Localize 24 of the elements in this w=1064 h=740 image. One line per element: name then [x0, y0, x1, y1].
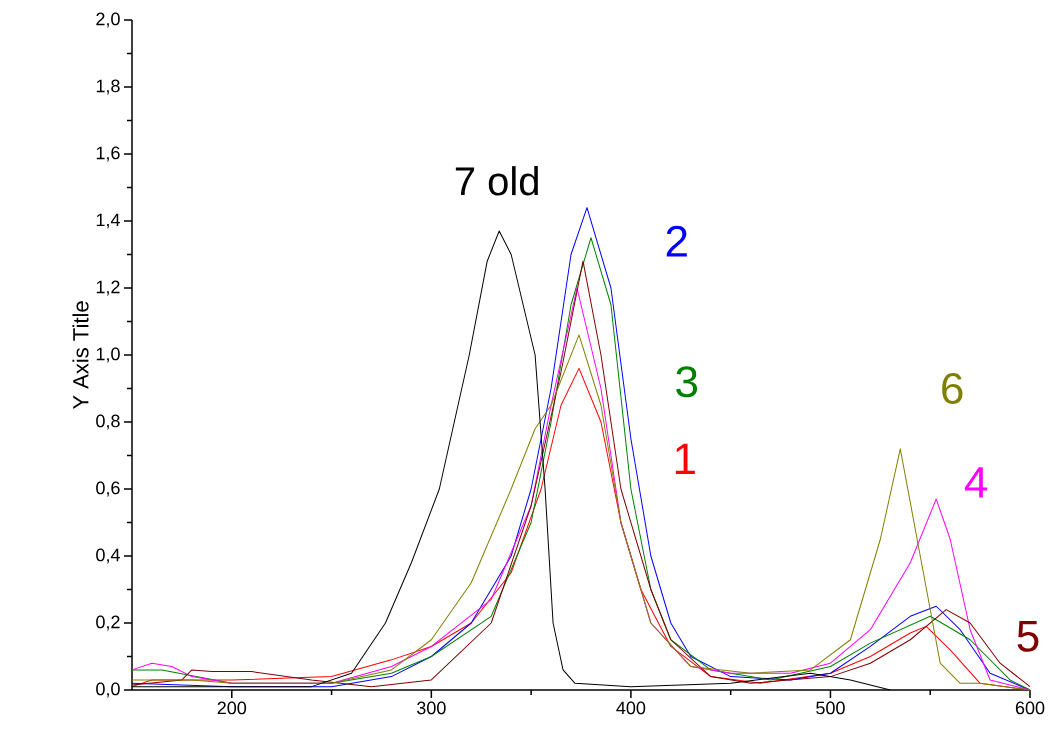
y-tick-label: 1,2: [96, 280, 120, 296]
y-axis-title: Y Axis Title: [72, 301, 89, 410]
y-tick-label: 2,0: [96, 12, 120, 28]
y-tick-label: 0,8: [96, 414, 120, 430]
series-label: 4: [964, 467, 988, 498]
x-tick-label: 200: [217, 701, 247, 715]
y-tick-label: 0,0: [96, 682, 120, 698]
series-label: 3: [676, 366, 698, 398]
series-label: 2: [666, 225, 687, 257]
series-label: 1: [675, 443, 695, 474]
y-tick-label: 0,6: [96, 481, 120, 497]
y-tick-label: 0,2: [96, 615, 120, 631]
series-label: 5: [1017, 621, 1039, 652]
y-tick-label: 1,8: [96, 79, 120, 95]
y-tick-label: 0,4: [96, 548, 120, 564]
series-label: 7 old: [455, 166, 538, 196]
x-tick-label: 500: [816, 701, 845, 715]
x-tick-label: 600: [1015, 701, 1045, 715]
x-tick-label: 300: [417, 701, 446, 715]
y-tick-label: 1,0: [96, 347, 120, 363]
y-tick-label: 1,6: [96, 146, 120, 162]
y-tick-label: 1,4: [96, 213, 120, 229]
x-tick-label: 400: [616, 701, 646, 715]
series-label: 6: [942, 372, 963, 405]
